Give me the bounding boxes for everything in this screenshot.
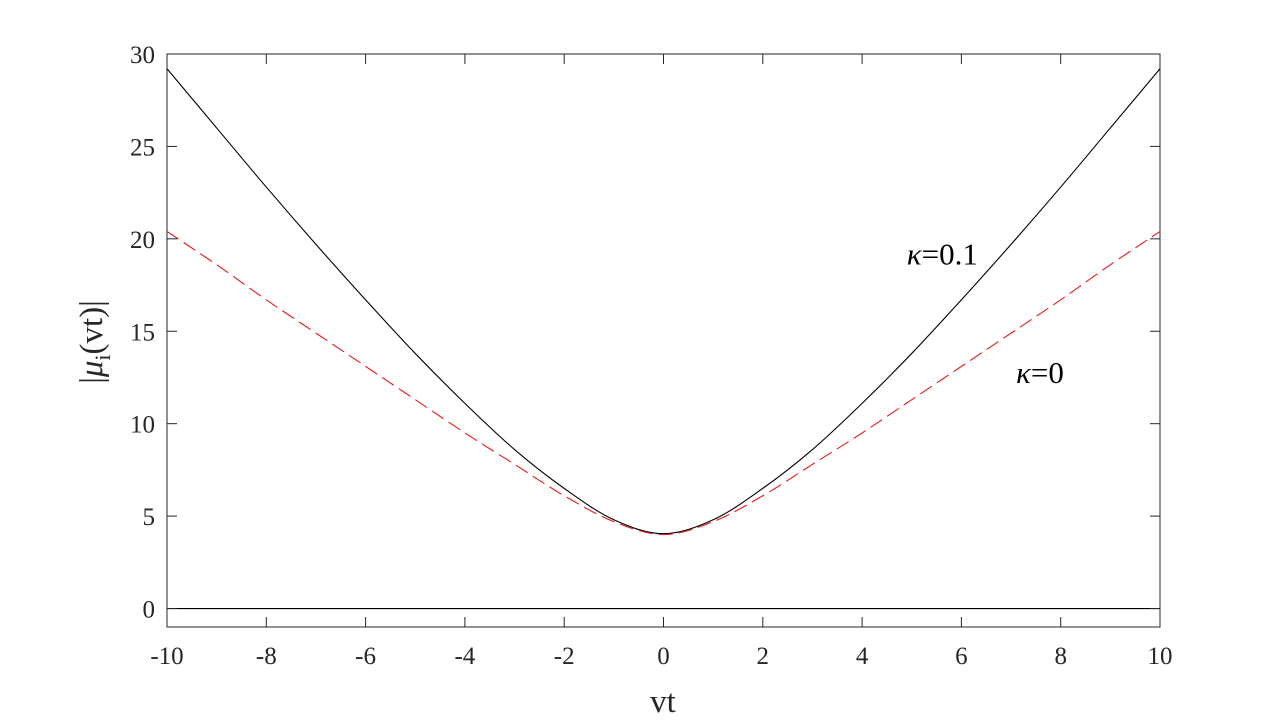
y-tick-label: 15 [130,319,155,346]
y-axis-label-subscript: i [90,354,115,360]
annotation-greek: κ [907,237,923,272]
x-tick-label: 2 [757,643,770,670]
y-axis-label-greek: μ [74,361,110,379]
x-tick-label: -4 [454,643,475,670]
y-tick-label: 25 [130,134,155,161]
x-tick-label: -2 [554,643,575,670]
y-tick-label: 0 [143,597,156,624]
plot-area [166,53,1161,628]
annotation-greek: κ [1016,355,1032,390]
x-tick-label: 6 [955,643,968,670]
y-axis-label-suffix: (vt)| [74,300,110,354]
x-tick-label: -6 [355,643,376,670]
y-tick-label: 30 [130,42,155,69]
y-axis-label-prefix: | [74,377,110,384]
y-tick-label: 10 [130,412,155,439]
y-tick-label: 5 [143,504,156,531]
axes-frame [166,53,1161,628]
y-axis-label: |μi(vt)| [74,300,115,384]
y-axis: 0 5 10 15 20 25 30 [130,42,1160,624]
annotation-text: =0 [1031,355,1064,390]
x-tick-label: -10 [150,643,183,670]
x-tick-label: -8 [256,643,277,670]
x-tick-label: 10 [1148,643,1173,670]
series-line-2 [166,230,1161,536]
annotation-text: =0.1 [922,237,978,272]
annotations: κ=0.1κ=0 [907,237,1064,390]
y-tick-label: 20 [130,227,155,254]
x-tick-label: 0 [657,643,670,670]
x-axis: -10 -8 -6 -4 -2 0 2 4 6 8 10 [150,54,1173,670]
series-line-1 [166,68,1161,535]
x-tick-label: 8 [1054,643,1067,670]
x-axis-label: vt [650,684,676,720]
annotation-2: κ=0 [1016,355,1064,390]
x-tick-label: 4 [856,643,869,670]
annotation-1: κ=0.1 [907,237,978,272]
